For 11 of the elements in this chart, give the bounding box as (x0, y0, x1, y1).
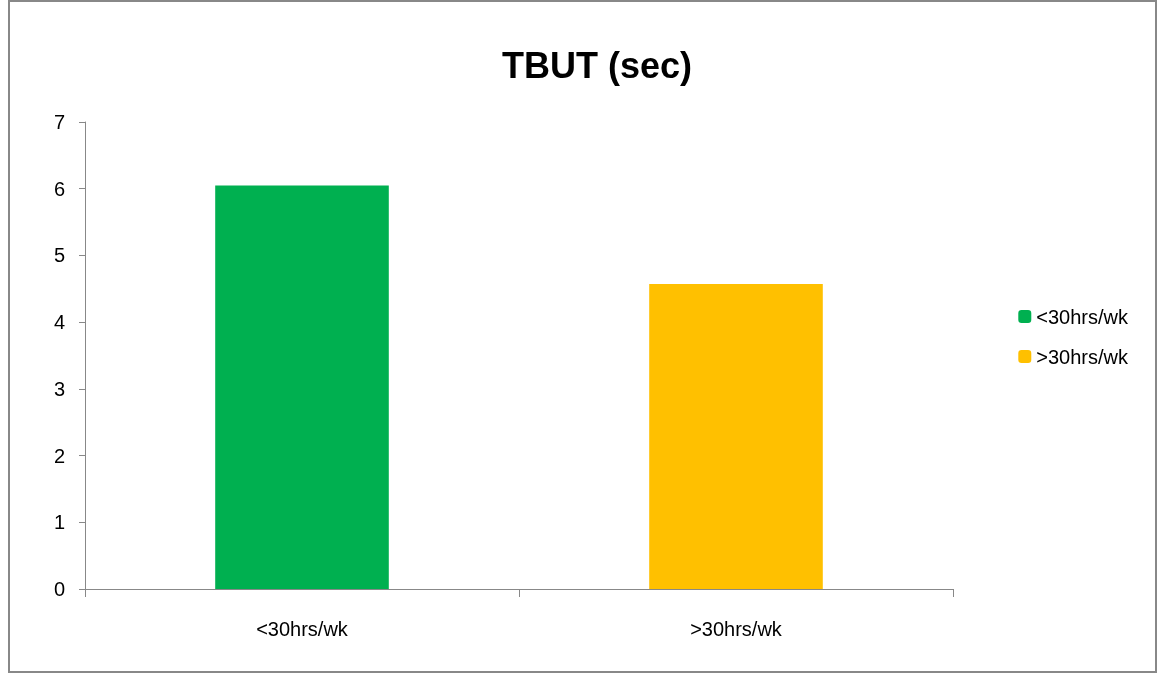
y-tick-label: 1 (53, 511, 65, 534)
y-tick-label: 0 (53, 578, 65, 600)
y-tick-label: 7 (53, 111, 65, 133)
legend-label: <30hrs/wk (1036, 305, 1129, 328)
y-tick-label: 4 (53, 311, 65, 334)
y-tick-label: 6 (53, 177, 65, 200)
chart-title: TBUT (sec) (501, 44, 693, 86)
y-tick-label: 2 (53, 444, 65, 467)
y-tick-label: 3 (53, 377, 65, 400)
y-tick-label: 5 (53, 244, 65, 267)
legend-label: >30hrs/wk (1036, 345, 1129, 368)
